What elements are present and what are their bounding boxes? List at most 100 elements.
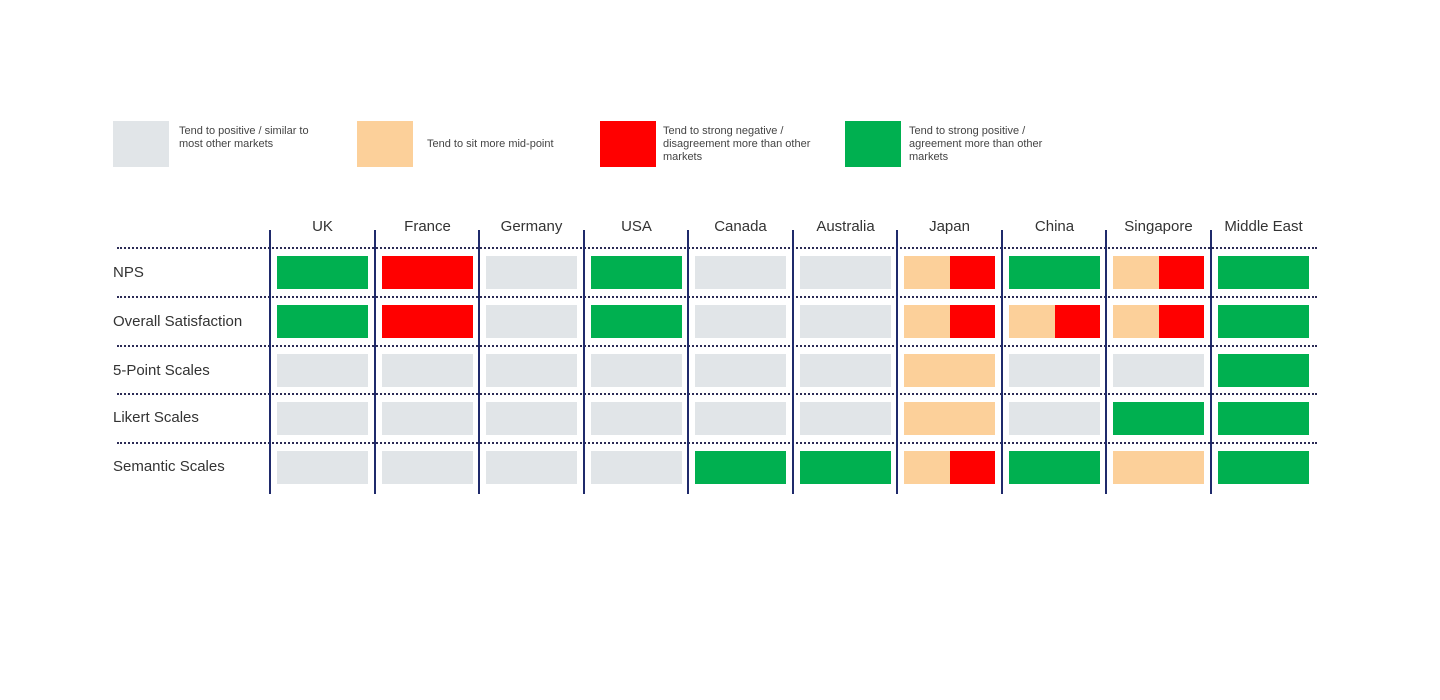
column-divider (896, 230, 898, 494)
column-label: Singapore (1124, 218, 1193, 235)
heatmap-cell-segment-similar (382, 354, 473, 387)
column-label: Japan (929, 218, 970, 235)
heatmap-cell (1113, 402, 1204, 435)
heatmap-cell-segment-similar (1009, 402, 1100, 435)
heatmap-cell (486, 451, 577, 484)
heatmap-cell-segment-similar (486, 305, 577, 338)
column-divider (687, 230, 689, 494)
heatmap-cell (277, 305, 368, 338)
heatmap-cell (1218, 402, 1309, 435)
heatmap-cell-segment-similar (382, 451, 473, 484)
heatmap-cell-segment-similar (695, 305, 786, 338)
heatmap-cell-segment-similar (277, 451, 368, 484)
heatmap-cell (1113, 305, 1204, 338)
heatmap-cell-segment-similar (486, 256, 577, 289)
heatmap-cell (904, 256, 995, 289)
heatmap-cell (591, 354, 682, 387)
row-label: NPS (113, 264, 144, 281)
column-label: Germany (500, 218, 563, 235)
row-separator (117, 345, 1317, 347)
heatmap-cell (1113, 354, 1204, 387)
heatmap-cell-segment-positive (800, 451, 891, 484)
heatmap-cell-segment-similar (277, 402, 368, 435)
heatmap-cell-segment-negative (1158, 305, 1204, 338)
row-label: Likert Scales (113, 409, 199, 426)
legend-label-mid: Tend to sit more mid-point (427, 138, 554, 150)
column-divider (1105, 230, 1107, 494)
heatmap-cell (1009, 256, 1100, 289)
heatmap-cell (1009, 402, 1100, 435)
heatmap-cell (277, 256, 368, 289)
column-label: USA (621, 218, 652, 235)
heatmap-cell (1218, 451, 1309, 484)
heatmap-cell-segment-positive (1218, 402, 1309, 435)
heatmap-cell-segment-positive (1009, 451, 1100, 484)
heatmap-cell-segment-positive (1218, 451, 1309, 484)
heatmap-cell-segment-positive (1009, 256, 1100, 289)
heatmap-cell (277, 451, 368, 484)
heatmap-cell (486, 402, 577, 435)
heatmap-cell (486, 256, 577, 289)
heatmap-cell-segment-negative (949, 256, 995, 289)
heatmap-cell (695, 256, 786, 289)
heatmap-cell-segment-negative (1158, 256, 1204, 289)
heatmap-cell-segment-mid (1113, 256, 1159, 289)
row-label: 5-Point Scales (113, 362, 210, 379)
heatmap-cell-segment-similar (591, 354, 682, 387)
heatmap-cell (591, 402, 682, 435)
row-label: Overall Satisfaction (113, 313, 243, 330)
column-divider (583, 230, 585, 494)
heatmap-cell-segment-positive (277, 305, 368, 338)
legend-swatch-similar (113, 121, 169, 167)
heatmap-cell (1218, 305, 1309, 338)
column-divider (792, 230, 794, 494)
heatmap-cell-segment-similar (800, 256, 891, 289)
column-divider (1001, 230, 1003, 494)
heatmap-cell-segment-mid (904, 451, 950, 484)
row-separator (117, 442, 1317, 444)
heatmap-cell (800, 256, 891, 289)
heatmap-cell (277, 354, 368, 387)
heatmap-cell (486, 354, 577, 387)
heatmap-cell-segment-positive (1218, 354, 1309, 387)
heatmap-cell-segment-mid (904, 402, 995, 435)
heatmap-cell (904, 451, 995, 484)
heatmap-cell-segment-positive (1218, 256, 1309, 289)
heatmap-cell-segment-positive (591, 305, 682, 338)
row-label: Semantic Scales (113, 458, 225, 475)
heatmap-cell-segment-positive (277, 256, 368, 289)
heatmap-cell-segment-mid (904, 256, 950, 289)
heatmap-cell (695, 305, 786, 338)
heatmap-cell (1009, 354, 1100, 387)
heatmap-cell-segment-similar (800, 354, 891, 387)
heatmap-cell (382, 305, 473, 338)
heatmap-cell-segment-mid (1113, 305, 1159, 338)
heatmap-cell-segment-similar (1113, 354, 1204, 387)
column-divider (374, 230, 376, 494)
heatmap-cell (800, 451, 891, 484)
heatmap-cell (904, 305, 995, 338)
heatmap-cell (382, 402, 473, 435)
heatmap-cell (1113, 451, 1204, 484)
heatmap-cell-segment-negative (949, 451, 995, 484)
heatmap-cell (486, 305, 577, 338)
heatmap-cell-segment-mid (1009, 305, 1055, 338)
heatmap-cell-segment-similar (800, 402, 891, 435)
heatmap-cell (591, 305, 682, 338)
row-separator (117, 247, 1317, 249)
heatmap-cell (1009, 305, 1100, 338)
heatmap-cell-segment-similar (695, 256, 786, 289)
heatmap-cell-segment-mid (904, 305, 950, 338)
heatmap-cell (800, 402, 891, 435)
heatmap-cell-segment-similar (382, 402, 473, 435)
column-label: Canada (714, 218, 767, 235)
column-label: UK (312, 218, 333, 235)
row-separator (117, 296, 1317, 298)
heatmap-cell (382, 256, 473, 289)
heatmap-cell (800, 305, 891, 338)
heatmap-cell-segment-positive (695, 451, 786, 484)
heatmap-cell (904, 354, 995, 387)
heatmap-cell-segment-similar (486, 451, 577, 484)
column-divider (1210, 230, 1212, 494)
heatmap-cell-segment-negative (382, 305, 473, 338)
